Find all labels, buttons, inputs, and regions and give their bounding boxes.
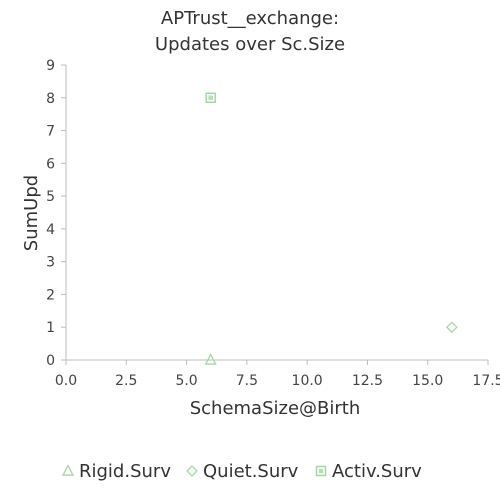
legend-label: Rigid.Surv xyxy=(79,461,171,482)
y-tick-label: 8 xyxy=(46,91,55,107)
x-tick-label: 5.0 xyxy=(175,373,197,389)
x-tick-label: 7.5 xyxy=(236,373,258,389)
legend-label: Quiet.Surv xyxy=(203,461,299,482)
y-tick-label: 6 xyxy=(46,156,55,172)
y-tick-label: 0 xyxy=(46,353,55,369)
x-tick-label: 10.0 xyxy=(292,373,323,389)
chart-title-line-2: Updates over Sc.Size xyxy=(155,34,345,55)
square-marker-outer xyxy=(315,465,327,477)
x-axis-ticks: 0.0 2.5 5.0 7.5 10.0 12.5 15.0 17.5 xyxy=(55,360,500,389)
x-tick-label: 0.0 xyxy=(55,373,77,389)
y-axis-ticks: 0 1 2 3 4 5 6 7 8 9 xyxy=(46,58,66,369)
legend-marker-activ-surv xyxy=(315,465,327,477)
square-marker-outer xyxy=(205,92,216,104)
y-tick-label: 5 xyxy=(46,189,55,205)
y-tick-label: 3 xyxy=(46,255,55,271)
x-tick-label: 2.5 xyxy=(115,373,137,389)
legend: Rigid.Surv Quiet.Surv Activ.Surv xyxy=(61,461,422,482)
y-tick-label: 9 xyxy=(46,58,55,74)
chart-title: APTrust__exchange: Updates over Sc.Size xyxy=(155,8,345,55)
legend-label: Activ.Surv xyxy=(332,461,422,482)
x-axis-label: SchemaSize@Birth xyxy=(190,398,361,419)
data-point-rigid-surv xyxy=(204,353,217,365)
y-tick-label: 7 xyxy=(46,124,55,140)
axes xyxy=(65,65,488,361)
square-marker-inner xyxy=(208,95,213,101)
square-marker-inner xyxy=(318,468,324,474)
chart-title-line-1: APTrust__exchange: xyxy=(161,8,339,29)
y-tick-label: 1 xyxy=(46,320,55,336)
data-points xyxy=(204,92,458,365)
x-tick-label: 15.0 xyxy=(412,373,443,389)
legend-marker-quiet-surv xyxy=(186,465,198,477)
x-tick-label: 17.5 xyxy=(472,373,500,389)
data-point-activ-surv xyxy=(205,92,216,104)
y-tick-label: 4 xyxy=(46,222,55,238)
legend-marker-rigid-surv xyxy=(61,464,75,476)
y-tick-label: 2 xyxy=(46,287,55,303)
y-axis-label: SumUpd xyxy=(21,175,42,251)
x-tick-label: 12.5 xyxy=(352,373,383,389)
data-point-quiet-surv xyxy=(445,321,458,334)
